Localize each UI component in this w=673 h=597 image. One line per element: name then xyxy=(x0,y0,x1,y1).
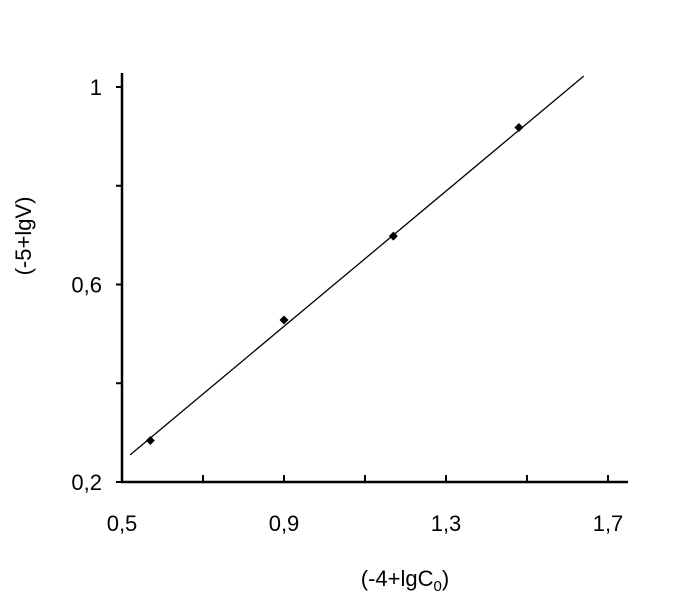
x-axis-title: (-4+lgC0) xyxy=(361,566,449,595)
y-axis-title: (-5+lgV) xyxy=(11,197,36,276)
y-tick-label: 1 xyxy=(90,75,102,100)
x-tick-label: 0,5 xyxy=(107,511,138,536)
x-tick-label: 0,9 xyxy=(269,511,300,536)
data-point xyxy=(514,122,524,132)
y-tick-label: 0,2 xyxy=(71,470,102,495)
data-point xyxy=(279,315,289,325)
plot-area xyxy=(129,75,585,456)
data-point xyxy=(145,436,155,446)
x-axis-title-main: (-4+lgC xyxy=(361,566,434,591)
x-axis-title-subscript: 0 xyxy=(434,578,442,595)
x-axis-title-suffix: ) xyxy=(442,566,449,591)
axes xyxy=(116,73,628,484)
x-tick-label: 1,7 xyxy=(593,511,624,536)
fit-line xyxy=(129,75,585,456)
data-point xyxy=(388,231,398,241)
y-tick-label: 0,6 xyxy=(71,273,102,298)
x-tick-label: 1,3 xyxy=(431,511,462,536)
tick-labels: 0,2 0,6 1 0,5 0,9 1,3 1,7 xyxy=(71,75,623,536)
